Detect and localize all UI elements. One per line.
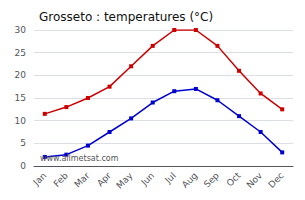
svg-text:Feb: Feb [52,170,71,189]
svg-text:May: May [114,170,135,191]
svg-text:Aug: Aug [180,170,199,189]
svg-text:Jun: Jun [139,170,157,188]
svg-text:Grosseto : temperatures (°C): Grosseto : temperatures (°C) [39,10,213,24]
svg-text:Nov: Nov [245,170,265,190]
svg-text:Oct: Oct [225,170,243,188]
svg-text:30: 30 [15,25,27,35]
svg-text:5: 5 [20,138,26,148]
svg-text:Jan: Jan [31,170,49,188]
svg-text:Jul: Jul [162,170,177,185]
svg-text:Sep: Sep [202,170,221,189]
svg-text:20: 20 [15,70,27,80]
svg-text:10: 10 [15,116,27,126]
svg-text:Dec: Dec [266,170,285,189]
svg-text:Mar: Mar [72,170,91,189]
svg-text:Apr: Apr [95,170,113,188]
svg-text:15: 15 [15,93,26,103]
svg-text:www.allmetsat.com: www.allmetsat.com [40,154,119,163]
svg-text:25: 25 [15,48,26,58]
svg-text:0: 0 [20,161,26,171]
